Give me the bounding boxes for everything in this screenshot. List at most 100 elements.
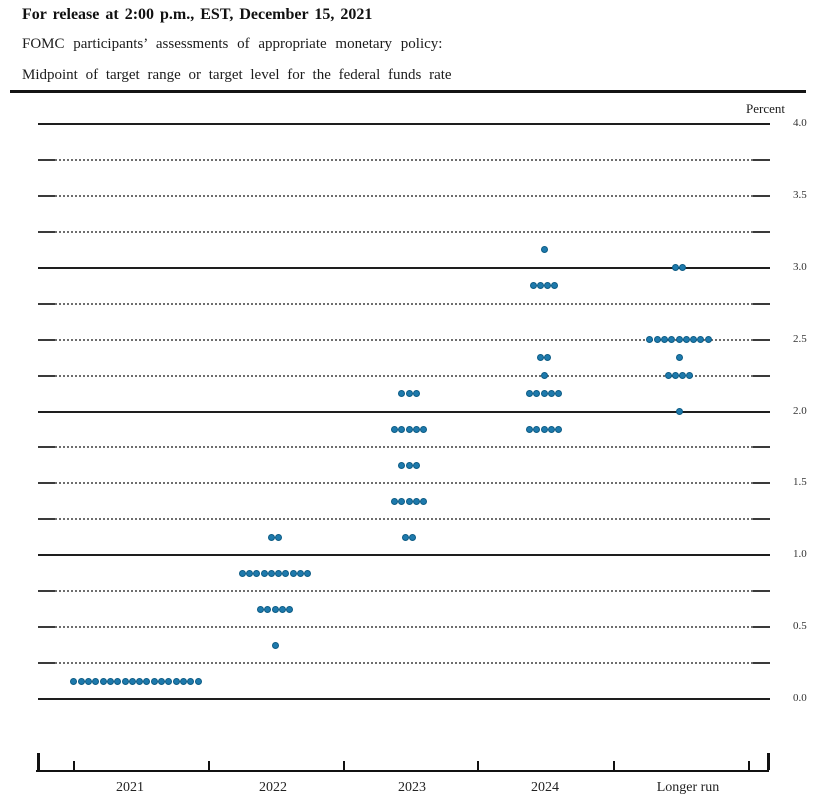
gridline-left-dash	[38, 626, 55, 629]
projection-dot	[675, 354, 683, 362]
projection-dot	[401, 533, 409, 541]
projection-dot	[555, 425, 563, 433]
projection-dot	[664, 372, 672, 380]
projection-dot	[525, 390, 533, 398]
gridline-right-dash	[753, 302, 770, 305]
projection-dot	[690, 336, 698, 344]
projection-dot	[533, 390, 541, 398]
projection-dot	[544, 282, 552, 290]
projection-dot	[679, 264, 687, 272]
gridline-right-dash	[753, 338, 770, 341]
projection-dot	[555, 390, 563, 398]
projection-dot	[165, 677, 173, 685]
projection-dot	[77, 677, 85, 685]
projection-dot	[660, 336, 668, 344]
projection-dot	[547, 390, 555, 398]
projection-dot	[187, 677, 195, 685]
gridline-dotted	[55, 446, 753, 449]
projection-dot	[85, 677, 93, 685]
projection-dot	[405, 497, 413, 505]
projection-dot	[271, 605, 279, 613]
projection-dot	[264, 605, 272, 613]
projection-dot	[267, 569, 275, 577]
x-axis-tick	[343, 761, 345, 770]
projection-dot	[412, 425, 420, 433]
gridline-right-dash	[753, 446, 770, 449]
projection-dot	[143, 677, 151, 685]
projection-dot	[675, 336, 683, 344]
gridline-dotted	[55, 158, 753, 161]
x-axis-tick	[748, 761, 750, 770]
projection-dot	[704, 336, 712, 344]
x-axis-tick	[477, 761, 479, 770]
projection-dot	[297, 569, 305, 577]
projection-dot	[238, 569, 246, 577]
projection-dot	[551, 282, 559, 290]
gridline-left-dash	[38, 158, 55, 161]
projection-dot	[150, 677, 158, 685]
gridline-left-dash	[38, 230, 55, 233]
gridline-left-dash	[38, 518, 55, 521]
projection-dot	[671, 372, 679, 380]
projection-dot	[286, 605, 294, 613]
gridline-left-dash	[38, 302, 55, 305]
x-category-label: 2023	[398, 780, 426, 795]
projection-dot	[278, 605, 286, 613]
projection-dot	[412, 497, 420, 505]
chart-subtitle-2: Midpoint of target range or target level…	[22, 67, 452, 83]
gridline-right-dash	[753, 194, 770, 197]
projection-dot	[697, 336, 705, 344]
x-axis-end-tick	[767, 753, 770, 770]
gridline-solid	[38, 123, 770, 125]
gridline-right-dash	[753, 374, 770, 377]
gridline-left-dash	[38, 374, 55, 377]
projection-dot	[275, 569, 283, 577]
projection-dot	[106, 677, 114, 685]
y-tick-label: 1.5	[793, 476, 807, 489]
gridline-dotted	[55, 230, 753, 233]
release-line: For release at 2:00 p.m., EST, December …	[22, 6, 373, 23]
gridline-dotted	[55, 338, 753, 341]
projection-dot	[540, 425, 548, 433]
projection-dot	[121, 677, 129, 685]
projection-dot	[536, 282, 544, 290]
projection-dot	[682, 336, 690, 344]
projection-dot	[256, 605, 264, 613]
gridline-solid	[38, 266, 770, 269]
chart-subtitle-1: FOMC participants’ assessments of approp…	[22, 36, 443, 52]
x-axis-tick	[73, 761, 75, 770]
x-axis-tick	[208, 761, 210, 770]
gridline-dotted	[55, 374, 753, 377]
projection-dot	[390, 425, 398, 433]
gridline-left-dash	[38, 482, 55, 485]
projection-dot	[675, 408, 683, 415]
x-axis-line	[36, 770, 769, 772]
header-divider-rule	[10, 90, 806, 93]
gridline-right-dash	[753, 230, 770, 233]
y-tick-label: 1.0	[793, 548, 807, 561]
gridline-dotted	[55, 194, 753, 197]
projection-dot	[245, 569, 253, 577]
projection-dot	[420, 425, 428, 433]
projection-dot	[405, 390, 413, 398]
projection-dot	[390, 497, 398, 505]
projection-dot	[179, 677, 187, 685]
projection-dot	[540, 390, 548, 398]
x-category-label: Longer run	[656, 780, 720, 795]
gridline-left-dash	[38, 194, 55, 197]
projection-dot	[158, 677, 166, 685]
gridline-left-dash	[38, 446, 55, 449]
projection-dot	[398, 461, 406, 469]
gridline-dotted	[55, 590, 753, 593]
projection-dot	[99, 677, 107, 685]
x-category-label: 2022	[259, 780, 287, 795]
projection-dot	[544, 354, 552, 362]
x-axis-end-tick	[37, 753, 40, 770]
projection-dot	[525, 425, 533, 433]
gridline-dotted	[55, 302, 753, 305]
y-tick-label: 2.0	[793, 404, 807, 417]
gridline-dotted	[55, 662, 753, 665]
gridline-right-dash	[753, 482, 770, 485]
gridline-left-dash	[38, 338, 55, 341]
